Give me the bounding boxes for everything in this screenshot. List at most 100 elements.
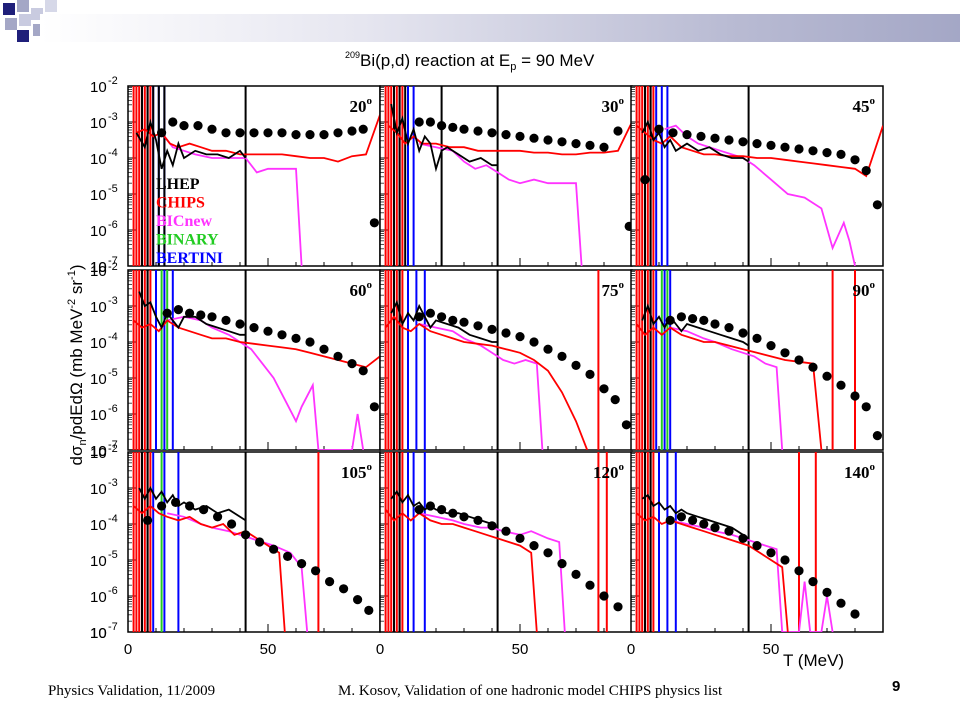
angle-label: 140o: [844, 461, 876, 482]
data-point: [199, 505, 209, 515]
data-point: [780, 142, 790, 152]
data-point: [487, 521, 497, 531]
bicnew-line: [419, 512, 566, 632]
data-point: [459, 512, 469, 522]
data-point: [557, 137, 567, 147]
legend-entry: BERTINI: [156, 250, 223, 267]
title-element: Bi(p,d) reaction at E: [360, 51, 510, 70]
data-point: [585, 140, 595, 150]
data-point: [738, 328, 748, 338]
data-point: [529, 541, 539, 551]
data-point: [437, 121, 447, 131]
y-tick-label: 10: [90, 151, 107, 168]
x-axis-label: T (MeV): [783, 651, 844, 670]
data-point: [613, 126, 623, 136]
panel-plot: [132, 270, 380, 450]
lhep-line: [641, 119, 750, 163]
x-tick-label: 50: [763, 641, 780, 658]
data-point: [369, 402, 379, 412]
data-point: [850, 609, 860, 619]
y-tick-exponent: -7: [108, 439, 118, 451]
data-point: [529, 133, 539, 143]
y-tick-label: 10: [90, 481, 107, 498]
panel-plot: [384, 270, 632, 450]
panel-frame: [127, 269, 381, 451]
panel-75: 75o: [379, 269, 633, 451]
data-point: [319, 344, 329, 354]
data-point: [766, 548, 776, 558]
data-point: [277, 330, 287, 340]
legend-entry: BICnew: [156, 213, 212, 230]
panel-140: 140o 0 50: [627, 451, 884, 658]
data-point: [808, 577, 818, 587]
data-point: [850, 155, 860, 165]
data-point: [780, 555, 790, 565]
data-point: [347, 126, 357, 136]
data-point: [249, 323, 259, 333]
lhep-line: [641, 493, 750, 540]
data-point: [654, 124, 664, 134]
panel-plot: [384, 452, 623, 632]
data-point: [515, 332, 525, 342]
data-point: [861, 166, 871, 176]
data-point: [487, 324, 497, 334]
data-point: [766, 341, 776, 351]
y-tick-exponent: -3: [108, 477, 118, 489]
data-point: [437, 312, 447, 322]
data-point: [850, 391, 860, 401]
data-point: [291, 333, 301, 343]
data-point: [794, 144, 804, 154]
footer-center-text: M. Kosov, Validation of one hadronic mod…: [338, 683, 723, 699]
x-tick-label: 0: [124, 641, 132, 658]
data-point: [305, 130, 315, 140]
data-point: [185, 308, 195, 318]
data-point: [221, 315, 231, 325]
angle-label: 45o: [853, 95, 876, 116]
x-tick-label: 50: [512, 641, 529, 658]
data-point: [235, 319, 245, 329]
data-point: [710, 523, 720, 533]
y-tick-exponent: -4: [108, 331, 118, 343]
panel-frame: [379, 85, 633, 267]
y-tick-label: 10: [90, 553, 107, 570]
data-point: [724, 323, 734, 333]
y-tick-exponent: -6: [108, 585, 118, 597]
data-point: [311, 566, 321, 576]
data-point: [171, 497, 181, 507]
y-tick-label: 10: [90, 625, 107, 642]
data-point: [213, 512, 223, 522]
chips-line: [384, 315, 589, 450]
data-point: [162, 308, 172, 318]
panel-frame: [127, 85, 381, 267]
panel-120: 120o 0 50: [376, 451, 633, 658]
y-tick-label: 10: [90, 299, 107, 316]
data-point: [193, 121, 203, 131]
y-tick-label: 10: [90, 445, 107, 462]
y-tick-label: 10: [90, 443, 107, 460]
data-point: [752, 139, 762, 149]
data-point: [339, 584, 349, 594]
y-tick-label: 10: [90, 517, 107, 534]
y-tick-exponent: -2: [108, 261, 118, 273]
data-point: [696, 131, 706, 141]
data-point: [207, 124, 217, 134]
data-point: [676, 312, 687, 322]
legend-entry: LHEP: [156, 176, 200, 193]
data-point: [425, 501, 435, 511]
data-point: [185, 501, 195, 511]
y-tick-exponent: -2: [108, 75, 118, 87]
data-point: [640, 175, 650, 185]
y-tick-exponent: -5: [108, 367, 118, 379]
data-point: [585, 580, 595, 590]
data-point: [425, 308, 435, 318]
angle-label: 120o: [593, 461, 625, 482]
chips-line: [635, 323, 823, 450]
data-point: [305, 337, 315, 347]
data-point: [358, 124, 368, 134]
x-tick-label: 0: [376, 641, 384, 658]
panel-frame: [630, 269, 884, 451]
data-point: [221, 128, 231, 138]
